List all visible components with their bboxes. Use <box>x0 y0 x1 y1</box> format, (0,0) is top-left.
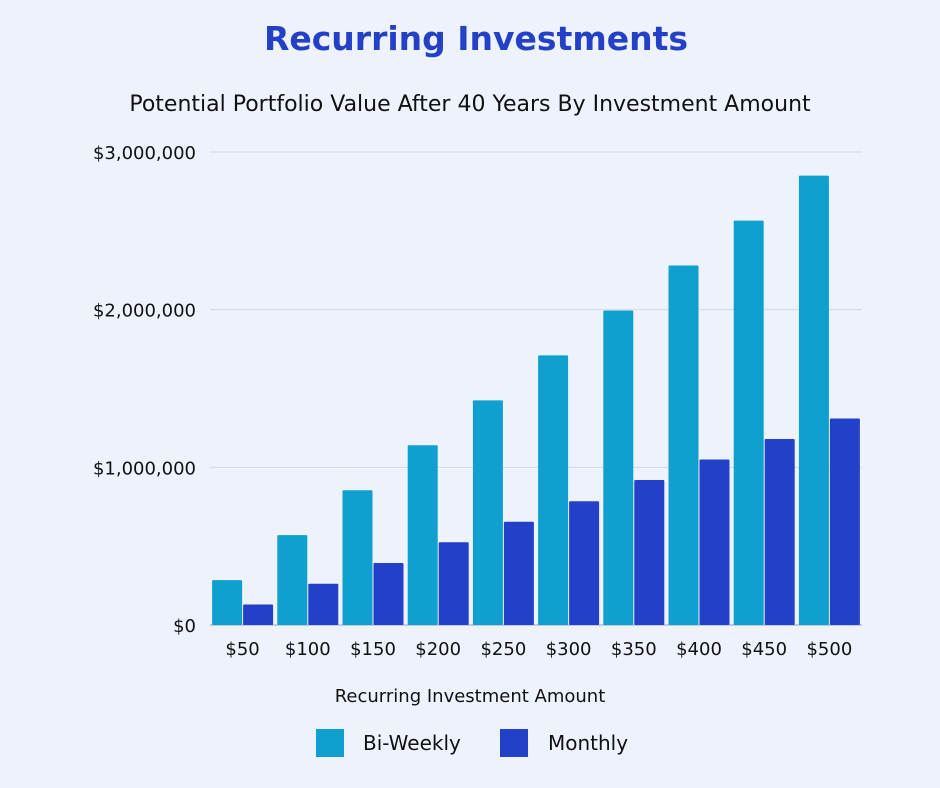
x-tick-label: $400 <box>676 639 722 660</box>
bars <box>212 175 860 625</box>
bar-bi-weekly <box>733 220 764 625</box>
chart-subtitle: Potential Portfolio Value After 40 Years… <box>129 92 811 117</box>
y-tick-label: $1,000,000 <box>93 458 196 479</box>
bar-monthly <box>373 563 404 625</box>
bar-monthly <box>699 459 730 625</box>
bar-bi-weekly <box>212 580 243 625</box>
bar-monthly <box>503 521 534 625</box>
legend-label: Bi-Weekly <box>363 731 461 755</box>
bar-bi-weekly <box>407 445 438 625</box>
y-tick-label: $0 <box>173 616 196 637</box>
legend-swatch-bi-weekly <box>316 729 344 757</box>
x-tick-label: $500 <box>806 639 852 660</box>
y-tick-label: $3,000,000 <box>93 143 196 164</box>
bar-bi-weekly <box>798 175 829 625</box>
bar-bi-weekly <box>342 490 373 625</box>
bar-monthly <box>829 418 860 625</box>
bar-bi-weekly <box>603 310 634 625</box>
bar-bi-weekly <box>538 355 569 625</box>
bar-monthly <box>634 479 665 625</box>
x-tick-label: $300 <box>546 639 592 660</box>
y-axis-ticks: $0 $1,000,000 $2,000,000 $3,000,000 <box>93 143 196 637</box>
bar-monthly <box>308 583 339 625</box>
x-axis-label: Recurring Investment Amount <box>335 686 606 707</box>
bar-monthly <box>569 501 600 625</box>
x-tick-label: $150 <box>350 639 396 660</box>
x-tick-label: $200 <box>415 639 461 660</box>
x-tick-label: $350 <box>611 639 657 660</box>
gridlines <box>210 151 862 626</box>
legend-label: Monthly <box>548 731 628 755</box>
chart-title: Recurring Investments <box>264 19 688 58</box>
y-tick-label: $2,000,000 <box>93 301 196 322</box>
bar-bi-weekly <box>668 265 699 625</box>
bar-monthly <box>243 604 274 625</box>
bar-bi-weekly <box>472 400 503 625</box>
x-tick-label: $250 <box>480 639 526 660</box>
x-tick-label: $50 <box>225 639 259 660</box>
legend: Bi-Weekly Monthly <box>316 729 628 757</box>
bar-monthly <box>438 542 469 625</box>
bar-monthly <box>764 438 795 625</box>
bar-bi-weekly <box>277 535 308 625</box>
x-tick-label: $450 <box>741 639 787 660</box>
legend-swatch-monthly <box>500 729 528 757</box>
x-tick-label: $100 <box>285 639 331 660</box>
x-axis-ticks: $50 $100 $150 $200 $250 $300 $350 $400 $450 $500 <box>225 639 852 660</box>
